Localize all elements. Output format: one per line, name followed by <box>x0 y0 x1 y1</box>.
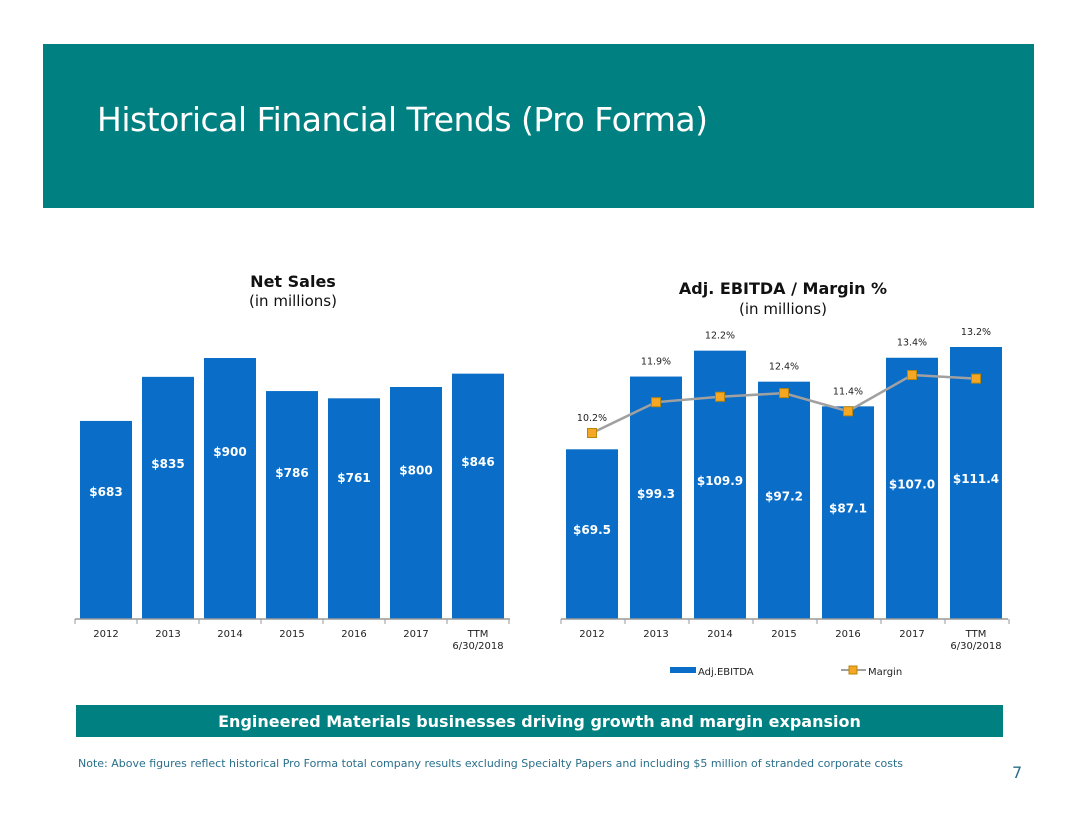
ebitda-bar <box>886 357 938 619</box>
chart-title: Net Sales <box>250 272 336 291</box>
net-sales-bar <box>390 387 442 619</box>
net-sales-bar <box>142 376 194 619</box>
margin-value-label: 13.4% <box>897 338 927 349</box>
ebitda-bar <box>630 376 682 619</box>
x-tick-label: 2012 <box>579 629 604 640</box>
ebitda-value-label: $107.0 <box>889 477 935 491</box>
net-sales-value-label: $683 <box>89 485 122 499</box>
ebitda-value-label: $87.1 <box>829 502 867 516</box>
x-tick-label: 2016 <box>341 629 366 640</box>
chart-subtitle: (in millions) <box>739 300 827 318</box>
net-sales-bar <box>452 373 504 619</box>
x-tick-label: 2012 <box>93 629 118 640</box>
margin-value-label: 13.2% <box>961 327 991 338</box>
margin-marker <box>907 370 917 380</box>
legend-marker-margin <box>848 665 858 675</box>
legend-label-ebitda: Adj.EBITDA <box>698 667 754 678</box>
margin-value-label: 11.9% <box>641 357 671 368</box>
x-tick-label: 2017 <box>403 629 428 640</box>
margin-value-label: 12.2% <box>705 331 735 342</box>
margin-marker <box>971 373 981 384</box>
margin-value-label: 11.4% <box>833 386 863 397</box>
ebitda-bar <box>950 347 1002 619</box>
header-banner: Historical Financial Trends (Pro Forma) <box>43 44 1034 208</box>
ebitda-value-label: $69.5 <box>573 523 611 537</box>
x-tick-label: 2013 <box>155 629 180 640</box>
x-tick-label: 2015 <box>771 629 796 640</box>
net-sales-value-label: $835 <box>151 457 184 471</box>
net-sales-bar <box>266 391 318 619</box>
margin-value-label: 10.2% <box>577 413 607 424</box>
x-tick-label: 2013 <box>643 629 668 640</box>
ebitda-value-label: $111.4 <box>953 472 999 486</box>
net-sales-value-label: $761 <box>337 471 370 485</box>
ebitda-bar <box>822 406 874 619</box>
margin-marker <box>779 388 789 399</box>
margin-marker <box>843 406 853 417</box>
margin-marker <box>587 428 597 438</box>
chart-subtitle: (in millions) <box>249 292 337 310</box>
net-sales-value-label: $786 <box>275 466 308 480</box>
x-tick-label: 2017 <box>899 629 924 640</box>
ebitda-bar <box>758 381 810 619</box>
net-sales-bar <box>204 358 256 619</box>
x-tick-label: 2016 <box>835 629 860 640</box>
net-sales-value-label: $846 <box>461 455 494 469</box>
margin-marker <box>651 397 661 408</box>
margin-value-label: 12.4% <box>769 362 799 373</box>
ebitda-value-label: $99.3 <box>637 487 675 501</box>
chart-title: Adj. EBITDA / Margin % <box>679 279 887 298</box>
x-tick-label: 2014 <box>217 629 242 640</box>
x-tick-label: TTM <box>467 629 489 640</box>
x-tick-label: TTM <box>965 629 987 640</box>
net-sales-value-label: $800 <box>399 464 432 478</box>
footnote: Note: Above figures reflect historical P… <box>78 757 904 770</box>
tagline-banner: Engineered Materials businesses driving … <box>76 705 1003 737</box>
margin-marker <box>715 391 725 402</box>
legend-swatch-ebitda <box>670 667 696 673</box>
x-tick-label: 6/30/2018 <box>452 641 503 652</box>
x-tick-label: 2015 <box>279 629 304 640</box>
net-sales-bar <box>328 398 380 619</box>
x-tick-label: 6/30/2018 <box>950 641 1001 652</box>
ebitda-bar <box>566 449 618 619</box>
legend-label-margin: Margin <box>868 667 902 678</box>
page-title: Historical Financial Trends (Pro Forma) <box>97 100 708 139</box>
net-sales-bar <box>80 420 132 619</box>
ebitda-value-label: $97.2 <box>765 489 803 503</box>
x-tick-label: 2014 <box>707 629 732 640</box>
ebitda-value-label: $109.9 <box>697 474 743 488</box>
net-sales-value-label: $900 <box>213 445 246 459</box>
page-number: 7 <box>1012 763 1023 782</box>
